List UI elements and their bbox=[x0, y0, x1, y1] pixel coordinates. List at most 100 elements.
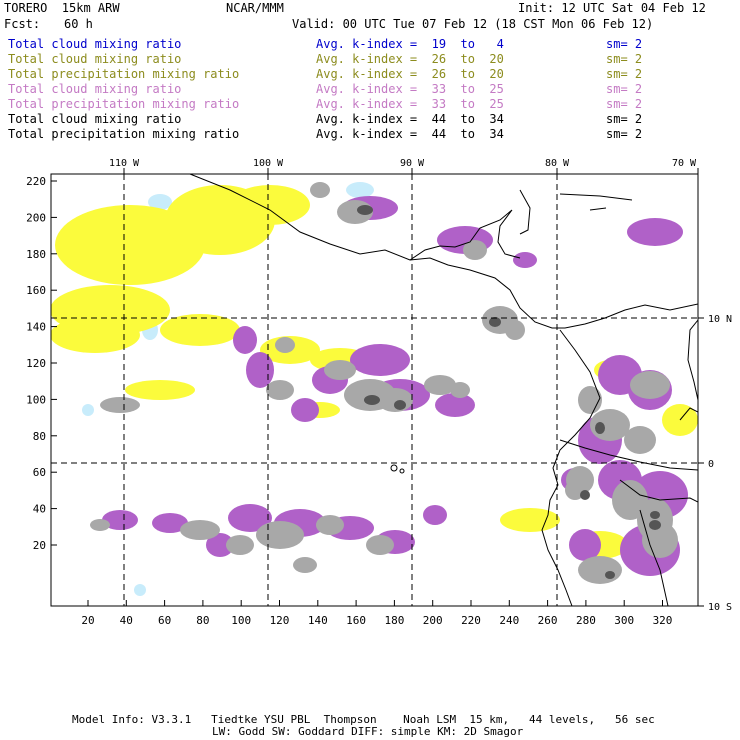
y-tick-label-220: 220 bbox=[26, 175, 46, 188]
purple-cloud-26 bbox=[206, 533, 234, 557]
lat-label-2: 10 S bbox=[708, 602, 732, 613]
footer-model-info: Model Info: V3.3.1 Tiedtke YSU PBL Thomp… bbox=[72, 713, 655, 726]
dark-cloud-3 bbox=[394, 400, 406, 410]
legend-range-1: Avg. k-index = 26 to 20 bbox=[316, 52, 504, 66]
purple-cloud-3 bbox=[627, 218, 683, 246]
x-tick-label-220: 220 bbox=[461, 614, 481, 627]
dark-cloud-2 bbox=[364, 395, 380, 405]
model-title: TORERO 15km ARW bbox=[4, 1, 120, 15]
gray-cloud-1 bbox=[310, 182, 330, 198]
map-frame bbox=[50, 173, 699, 607]
legend-sm-1: sm= 2 bbox=[606, 52, 643, 66]
gray-cloud-26 bbox=[366, 535, 394, 555]
yellow-cloud-5 bbox=[160, 314, 240, 346]
lon-label-2: 90 W bbox=[400, 158, 425, 169]
legend-range-3: Avg. k-index = 33 to 25 bbox=[316, 82, 504, 96]
x-tick-label-120: 120 bbox=[270, 614, 290, 627]
legend-sm-6: sm= 2 bbox=[606, 127, 643, 141]
forecast-label: Fcst: bbox=[4, 17, 41, 31]
lon-label-0: 110 W bbox=[109, 158, 140, 169]
x-tick-label-180: 180 bbox=[384, 614, 404, 627]
gray-cloud-2 bbox=[463, 240, 487, 260]
coastline-5 bbox=[687, 319, 698, 401]
y-tick-label-60: 60 bbox=[33, 466, 46, 479]
purple-cloud-18 bbox=[569, 529, 601, 561]
purple-cloud-20 bbox=[152, 513, 188, 533]
purple-cloud-10 bbox=[435, 393, 475, 417]
legend-range-5: Avg. k-index = 44 to 34 bbox=[316, 112, 504, 126]
yellow-cloud-2 bbox=[230, 185, 310, 225]
lon-label-1: 100 W bbox=[253, 158, 284, 169]
legend-range-6: Avg. k-index = 44 to 34 bbox=[316, 127, 504, 141]
legend-sm-0: sm= 2 bbox=[606, 37, 643, 51]
x-tick-label-280: 280 bbox=[576, 614, 596, 627]
x-tick-label-80: 80 bbox=[196, 614, 209, 627]
legend-name-1: Total cloud mixing ratio bbox=[8, 52, 182, 66]
purple-cloud-5 bbox=[246, 352, 274, 388]
x-tick-label-240: 240 bbox=[499, 614, 519, 627]
legend-range-2: Avg. k-index = 26 to 20 bbox=[316, 67, 504, 81]
coastline-7 bbox=[559, 439, 698, 471]
gray-cloud-11 bbox=[450, 382, 470, 398]
gray-cloud-29 bbox=[90, 519, 110, 531]
y-tick-label-140: 140 bbox=[26, 321, 46, 334]
x-tick-label-260: 260 bbox=[538, 614, 558, 627]
gray-cloud-20 bbox=[578, 556, 622, 584]
lat-label-1: 0 bbox=[708, 459, 714, 470]
lon-label-4: 70 W bbox=[672, 158, 697, 169]
y-tick-label-160: 160 bbox=[26, 284, 46, 297]
cloud-fields bbox=[51, 182, 698, 596]
gray-cloud-23 bbox=[180, 520, 220, 540]
gray-cloud-10 bbox=[424, 375, 456, 395]
y-tick-label-20: 20 bbox=[33, 539, 46, 552]
axis-labels: 220 200 180 160 140 120 100 80 60 40 20 20 40 60 80 100… bbox=[26, 158, 732, 627]
dark-cloud-7 bbox=[580, 490, 590, 500]
gray-cloud-27 bbox=[226, 535, 254, 555]
legend-name-0: Total cloud mixing ratio bbox=[8, 37, 182, 51]
legend-range-0: Avg. k-index = 19 to 4 bbox=[316, 37, 504, 51]
gray-cloud-19 bbox=[642, 522, 678, 558]
x-tick-label-140: 140 bbox=[308, 614, 328, 627]
gray-cloud-28 bbox=[293, 557, 317, 573]
x-tick-label-300: 300 bbox=[614, 614, 634, 627]
legend-name-3: Total cloud mixing ratio bbox=[8, 82, 182, 96]
yellow-cloud-4 bbox=[51, 317, 140, 353]
cyan-cloud-4 bbox=[82, 404, 94, 416]
gray-cloud-12 bbox=[578, 386, 602, 414]
y-tick-label-100: 100 bbox=[26, 393, 46, 406]
x-tick-label-100: 100 bbox=[231, 614, 251, 627]
yellow-cloud-9 bbox=[500, 508, 560, 532]
coastline-0 bbox=[189, 174, 698, 329]
forecast-hour: 60 h bbox=[64, 17, 93, 31]
gray-cloud-9 bbox=[377, 388, 413, 412]
legend-name-5: Total cloud mixing ratio bbox=[8, 112, 182, 126]
coastlines bbox=[189, 174, 698, 606]
gray-cloud-24 bbox=[256, 521, 304, 549]
init-time: Init: 12 UTC Sat 04 Feb 12 bbox=[518, 1, 706, 15]
y-tick-label-80: 80 bbox=[33, 430, 46, 443]
purple-cloud-8 bbox=[291, 398, 319, 422]
gray-cloud-5 bbox=[275, 337, 295, 353]
coastline-8 bbox=[619, 479, 698, 503]
legend-name-6: Total precipitation mixing ratio bbox=[8, 127, 240, 141]
coastline-3 bbox=[559, 193, 633, 201]
legend-sm-5: sm= 2 bbox=[606, 112, 643, 126]
legend-sm-4: sm= 2 bbox=[606, 97, 643, 111]
dark-cloud-8 bbox=[605, 571, 615, 579]
coastline-1 bbox=[409, 209, 521, 261]
gray-cloud-25 bbox=[316, 515, 344, 535]
coastline-2 bbox=[519, 189, 531, 235]
purple-cloud-19 bbox=[102, 510, 138, 530]
x-tick-label-160: 160 bbox=[346, 614, 366, 627]
legend-name-2: Total precipitation mixing ratio bbox=[8, 67, 240, 81]
galapagos-island-2 bbox=[399, 468, 405, 474]
dark-cloud-5 bbox=[649, 520, 661, 530]
y-tick-label-180: 180 bbox=[26, 248, 46, 261]
gray-cloud-7 bbox=[266, 380, 294, 400]
organization: NCAR/MMM bbox=[226, 1, 284, 15]
purple-cloud-6 bbox=[350, 344, 410, 376]
footer-physics: LW: Godd SW: Goddard DIFF: simple KM: 2D… bbox=[212, 725, 524, 738]
cyan-cloud-2 bbox=[346, 182, 374, 198]
gray-cloud-13 bbox=[630, 371, 670, 399]
lon-label-3: 80 W bbox=[545, 158, 570, 169]
